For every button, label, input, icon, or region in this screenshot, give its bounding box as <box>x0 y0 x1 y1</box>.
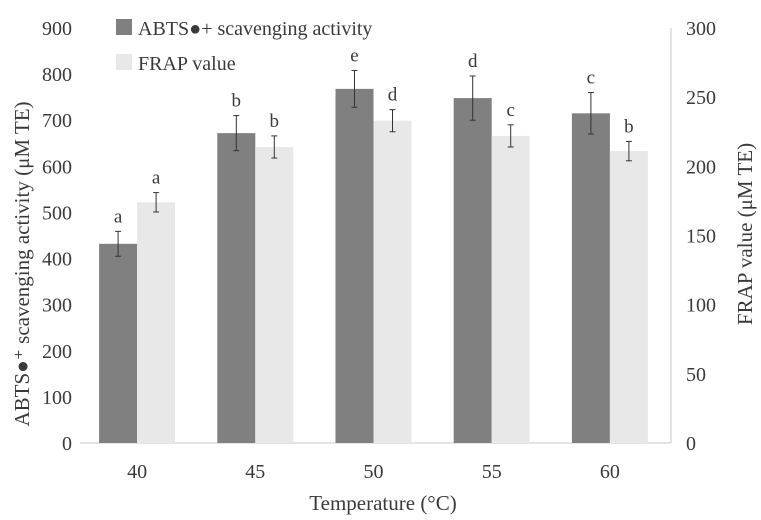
frap-bar-60 <box>609 151 648 443</box>
x-axis-ticks: 40 45 50 55 60 <box>127 461 620 483</box>
y-right-tick-label: 300 <box>686 18 716 40</box>
y-left-tick-label: 600 <box>42 156 72 178</box>
abts-bar-50 <box>335 88 374 443</box>
frap-bar-55 <box>491 135 530 443</box>
x-tick-label: 40 <box>127 461 147 483</box>
legend-swatch-abts <box>116 19 132 35</box>
x-tick-label: 55 <box>482 461 502 483</box>
abts-bar-60 <box>571 113 610 444</box>
y-left-tick-label: 100 <box>42 387 72 409</box>
significance-letter: a <box>152 168 161 189</box>
y-left-tick-label: 200 <box>42 341 72 363</box>
y-left-tick-label: 0 <box>62 433 72 455</box>
y-left-tick-label: 300 <box>42 295 72 317</box>
right-axis-ticks: 0 50 100 150 200 250 300 <box>686 18 716 455</box>
x-tick-label: 60 <box>600 461 620 483</box>
significance-letter: b <box>232 91 242 112</box>
legend-swatch-frap <box>116 54 132 70</box>
y-left-tick-label: 500 <box>42 202 72 224</box>
significance-letter: d <box>388 85 398 106</box>
abts-bar-40 <box>99 243 138 443</box>
x-axis-title: Temperature (°C) <box>309 491 456 515</box>
y-right-tick-label: 0 <box>686 433 696 455</box>
y-right-tick-label: 150 <box>686 226 716 248</box>
significance-letter: c <box>506 100 514 121</box>
legend-label-frap: FRAP value <box>138 53 236 75</box>
significance-letter: c <box>587 68 595 89</box>
frap-bar-40 <box>137 202 176 443</box>
frap-bar-50 <box>373 120 412 443</box>
y-right-tick-label: 200 <box>686 156 716 178</box>
y-left-tick-label: 800 <box>42 64 72 86</box>
y-right-tick-label: 100 <box>686 295 716 317</box>
abts-bar-45 <box>217 133 256 443</box>
y-right-tick-label: 250 <box>686 87 716 109</box>
x-tick-label: 45 <box>245 461 265 483</box>
abts-bar-55 <box>453 98 492 443</box>
y-axis-right-title: FRAP value (μM TE) <box>733 143 757 325</box>
significance-letter: b <box>624 116 634 137</box>
significance-letter: e <box>350 45 358 66</box>
bars: a a b b e d d c c b <box>99 45 648 444</box>
y-left-tick-label: 400 <box>42 249 72 271</box>
left-axis-ticks: 0 100 200 300 400 500 600 700 800 900 <box>42 18 72 455</box>
y-right-tick-label: 50 <box>686 364 706 386</box>
significance-letter: b <box>270 111 280 132</box>
significance-letter: a <box>114 206 123 227</box>
y-left-tick-label: 900 <box>42 18 72 40</box>
frap-bar-45 <box>255 146 294 443</box>
legend: ABTS●+ scavenging activity FRAP value <box>116 18 372 75</box>
x-tick-label: 50 <box>364 461 384 483</box>
legend-label-abts: ABTS●+ scavenging activity <box>138 18 372 40</box>
significance-letter: d <box>468 51 478 72</box>
y-axis-left-title: ABTS●⁺ scavenging activity (μM TE) <box>10 101 34 426</box>
y-left-tick-label: 700 <box>42 110 72 132</box>
